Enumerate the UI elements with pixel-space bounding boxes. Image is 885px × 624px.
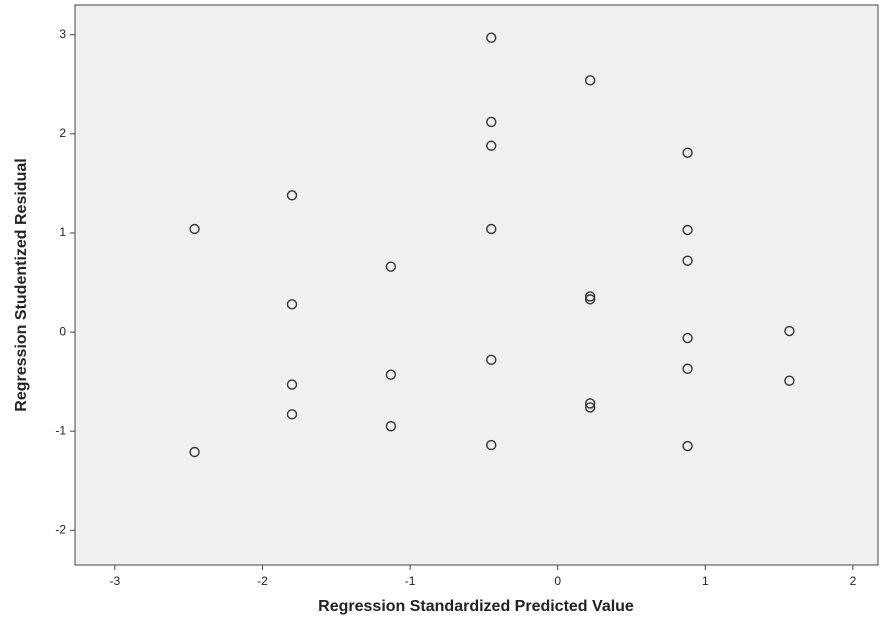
point	[486, 223, 497, 235]
x-tick-label: 0	[554, 574, 561, 588]
x-tick-label: -2	[257, 574, 268, 588]
point	[486, 116, 497, 128]
y-tick-label: 2	[59, 126, 66, 140]
point	[784, 325, 795, 337]
point	[286, 299, 298, 310]
point	[584, 291, 596, 302]
point	[682, 224, 693, 236]
point	[286, 409, 298, 420]
point	[286, 190, 298, 201]
point	[584, 398, 596, 409]
y-axis-label: Regression Studentized Residual	[13, 158, 30, 411]
x-tick-label: -1	[405, 574, 416, 588]
point	[584, 75, 596, 86]
point	[682, 147, 693, 158]
x-tick-label: 1	[702, 574, 709, 588]
point	[385, 421, 397, 432]
point	[486, 439, 497, 451]
y-tick-label: 3	[59, 27, 66, 41]
point	[682, 255, 693, 266]
x-axis-label: Regression Standardized Predicted Value	[318, 598, 634, 615]
x-tick-label: 2	[850, 574, 857, 588]
y-tick-label: -2	[55, 522, 66, 536]
point	[682, 363, 693, 374]
point	[189, 446, 200, 458]
plot-area	[74, 4, 879, 566]
point	[385, 369, 397, 380]
point	[784, 375, 795, 386]
point	[486, 140, 497, 151]
point	[189, 223, 200, 235]
x-tick-label: -3	[110, 574, 121, 588]
point	[682, 440, 693, 452]
y-tick-label: 1	[59, 225, 66, 239]
y-tick-label: -1	[55, 423, 66, 437]
point	[584, 294, 596, 305]
point	[486, 32, 497, 43]
point	[286, 379, 298, 390]
point	[385, 261, 397, 272]
point	[682, 332, 693, 344]
y-tick-label: 0	[59, 324, 66, 338]
point	[486, 354, 497, 366]
point	[584, 402, 596, 413]
